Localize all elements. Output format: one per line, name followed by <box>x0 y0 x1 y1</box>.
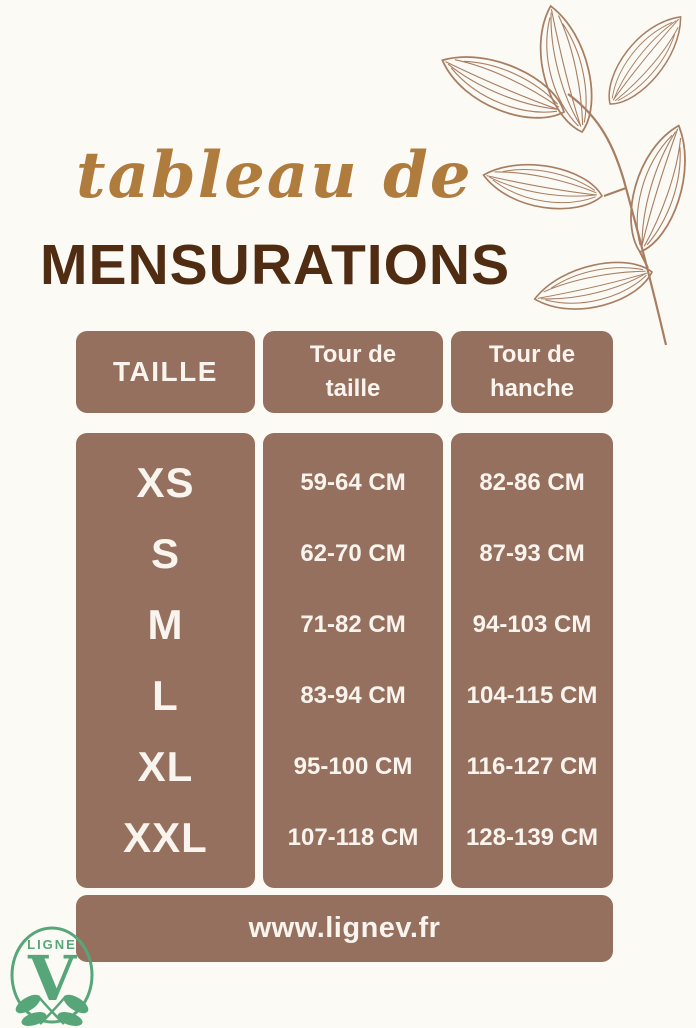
waist-value: 95-100 CM <box>293 753 413 781</box>
title-script: tableau de <box>76 138 473 213</box>
size-label: XL <box>137 743 194 791</box>
waist-value: 83-94 CM <box>300 682 406 710</box>
logo-stems <box>37 995 67 1025</box>
leaf-branch-icon <box>432 0 696 345</box>
header-tour-de-hanche-label: Tour de hanche <box>488 341 576 402</box>
size-label: M <box>147 600 184 648</box>
header-cell-tour-de-taille: Tour de taille <box>263 331 443 413</box>
ligne-v-logo: LIGNE V <box>10 926 94 1026</box>
header-cell-taille: TAILLE <box>76 331 255 413</box>
hip-value: 82-86 CM <box>479 468 585 496</box>
size-label: XS <box>136 458 195 506</box>
header-cell-tour-de-hanche: Tour de hanche <box>451 331 613 413</box>
header-taille-label: TAILLE <box>113 356 218 387</box>
size-label: XXL <box>123 814 208 862</box>
header-tour-de-taille-label: Tour de taille <box>309 341 397 402</box>
waist-value: 59-64 CM <box>300 468 406 496</box>
waist-value: 62-70 CM <box>300 539 406 567</box>
website-url-bar: www.lignev.fr <box>76 895 613 962</box>
page-title: MENSURATIONS <box>40 233 511 297</box>
size-label: S <box>150 529 180 577</box>
column-hip: 82-86 CM 87-93 CM 94-103 CM 104-115 CM 1… <box>451 433 613 888</box>
logo-brand-name: LIGNE <box>27 937 77 952</box>
hip-value: 116-127 CM <box>466 753 598 781</box>
hip-value: 87-93 CM <box>479 539 585 567</box>
hip-value: 104-115 CM <box>466 682 598 710</box>
waist-value: 71-82 CM <box>300 610 406 638</box>
waist-value: 107-118 CM <box>287 824 419 852</box>
size-label: L <box>152 672 179 720</box>
website-url: www.lignev.fr <box>248 912 441 944</box>
column-waist: 59-64 CM 62-70 CM 71-82 CM 83-94 CM 95-1… <box>263 433 443 888</box>
column-sizes: XS S M L XL XXL <box>76 433 255 888</box>
hip-value: 94-103 CM <box>472 610 592 638</box>
hip-value: 128-139 CM <box>465 824 599 852</box>
